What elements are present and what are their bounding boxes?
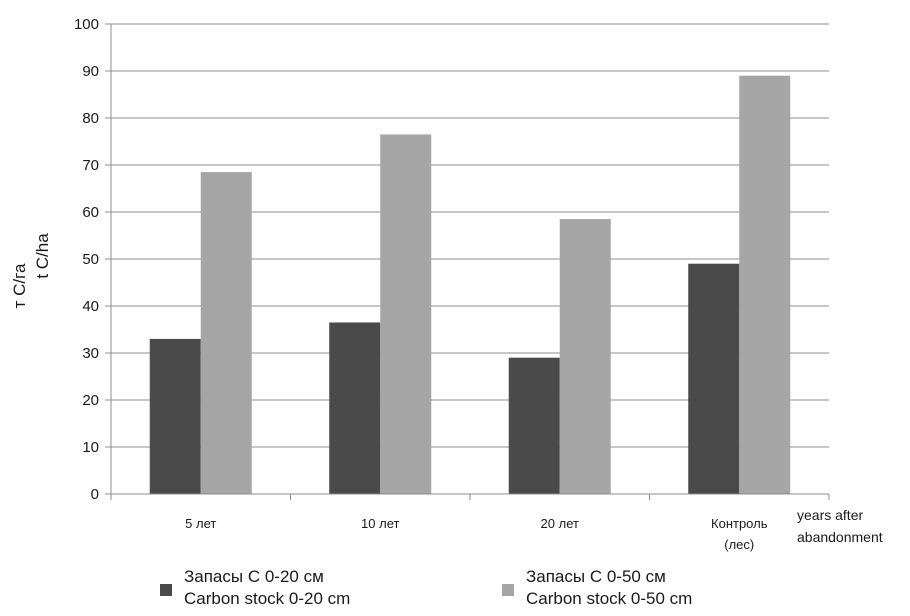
legend-label-ru: Запасы С 0-20 см xyxy=(184,567,324,586)
y-tick-label: 20 xyxy=(82,392,99,409)
legend-label-en: Carbon stock 0-50 cm xyxy=(526,589,693,608)
y-axis-label-line2: t C/ha xyxy=(33,233,52,279)
y-tick-label: 50 xyxy=(82,251,99,268)
x-tick-label: 20 лет xyxy=(541,516,579,531)
x-tick-label: 10 лет xyxy=(361,516,399,531)
legend-label-0-50: Запасы С 0-50 см Carbon stock 0-50 cm xyxy=(526,566,692,610)
bar xyxy=(559,219,611,495)
bar xyxy=(200,172,252,495)
legend-swatch-0-50 xyxy=(502,584,514,596)
bar xyxy=(329,322,381,494)
y-tick-label: 40 xyxy=(82,298,99,315)
x-tick-label: (лес) xyxy=(724,537,754,552)
y-axis-label-line1: т С/га xyxy=(10,263,29,308)
x-axis-categories: 5 лет 10 лет 20 лет Контроль (лес) xyxy=(110,494,830,552)
bars xyxy=(149,75,791,495)
x-axis-note-line2: abandonment xyxy=(797,529,883,545)
bar xyxy=(508,357,560,494)
bar xyxy=(149,338,201,494)
y-tick-label: 100 xyxy=(74,16,99,33)
bar-chart: 0 10 20 30 40 50 60 70 80 90 100 5 лет 10 лет 20 лет… xyxy=(10,16,883,552)
legend-swatch-0-20 xyxy=(160,584,172,596)
y-tick-label: 0 xyxy=(91,486,99,503)
legend-label-ru: Запасы С 0-50 см xyxy=(526,567,666,586)
x-axis-note-line1: years after xyxy=(797,507,863,523)
legend-item-0-20: Запасы С 0-20 см Carbon stock 0-20 cm xyxy=(160,566,350,610)
y-tick-label: 30 xyxy=(82,345,99,362)
x-tick-label: Контроль xyxy=(711,516,768,531)
y-tick-label: 90 xyxy=(82,63,99,80)
y-tick-label: 80 xyxy=(82,110,99,127)
y-tick-label: 10 xyxy=(82,439,99,456)
x-tick-label: 5 лет xyxy=(185,516,216,531)
y-axis-ticks: 0 10 20 30 40 50 60 70 80 90 100 xyxy=(74,16,112,503)
legend-label-en: Carbon stock 0-20 cm xyxy=(184,589,351,608)
bar xyxy=(688,263,740,494)
y-tick-label: 70 xyxy=(82,157,99,174)
bar xyxy=(380,134,432,494)
bar xyxy=(739,75,791,494)
legend-item-0-50: Запасы С 0-50 см Carbon stock 0-50 cm xyxy=(502,566,692,610)
y-tick-label: 60 xyxy=(82,204,99,221)
legend-label-0-20: Запасы С 0-20 см Carbon stock 0-20 cm xyxy=(184,566,350,610)
